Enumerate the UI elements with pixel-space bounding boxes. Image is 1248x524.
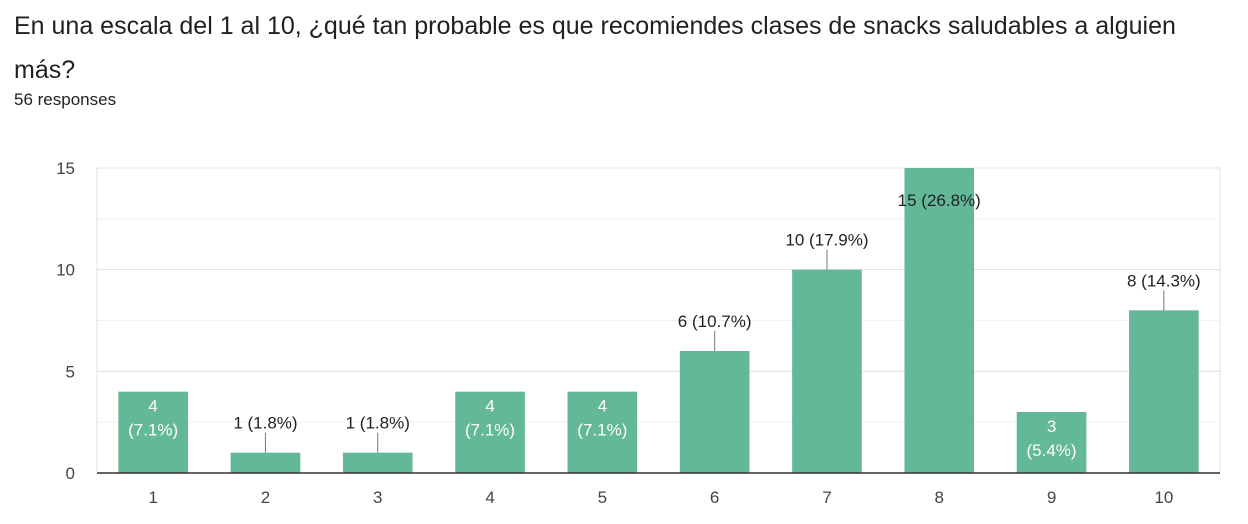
bar <box>679 351 750 473</box>
bar <box>904 168 975 473</box>
x-tick-label: 10 <box>1154 488 1173 507</box>
data-label: 4 <box>598 397 607 416</box>
data-label: 6 (10.7%) <box>678 312 752 331</box>
bar <box>455 391 525 473</box>
x-tick-label: 5 <box>598 488 607 507</box>
bar <box>792 269 862 473</box>
y-tick-label: 10 <box>56 261 75 280</box>
response-count: 56 responses <box>14 90 117 109</box>
bar <box>567 391 638 473</box>
data-label: (7.1%) <box>128 421 178 440</box>
data-label: 4 <box>148 397 157 416</box>
x-tick-label: 7 <box>822 488 831 507</box>
y-tick-label: 15 <box>56 159 75 178</box>
data-label: 4 <box>485 397 494 416</box>
data-label: 3 <box>1047 417 1056 436</box>
x-tick-label: 9 <box>1047 488 1056 507</box>
data-label: 1 (1.8%) <box>346 414 410 433</box>
data-label: 10 (17.9%) <box>785 231 868 250</box>
x-tick-label: 1 <box>148 488 157 507</box>
x-tick-label: 4 <box>485 488 494 507</box>
bar <box>230 452 301 473</box>
data-label: (7.1%) <box>465 421 515 440</box>
bar <box>1016 412 1087 473</box>
data-label: 1 (1.8%) <box>233 414 297 433</box>
x-tick-label: 3 <box>373 488 382 507</box>
bar <box>1129 310 1199 473</box>
data-label: (7.1%) <box>577 421 627 440</box>
x-tick-label: 8 <box>935 488 944 507</box>
bar <box>342 452 413 473</box>
y-tick-label: 5 <box>66 362 75 381</box>
y-tick-label: 0 <box>66 464 75 483</box>
data-label: 15 (26.8%) <box>898 191 981 210</box>
data-label: (5.4%) <box>1027 441 1077 460</box>
x-tick-label: 6 <box>710 488 719 507</box>
data-label: 8 (14.3%) <box>1127 271 1201 290</box>
bar <box>118 391 188 473</box>
question-title: En una escala del 1 al 10, ¿qué tan prob… <box>14 12 1176 84</box>
x-tick-label: 2 <box>261 488 270 507</box>
